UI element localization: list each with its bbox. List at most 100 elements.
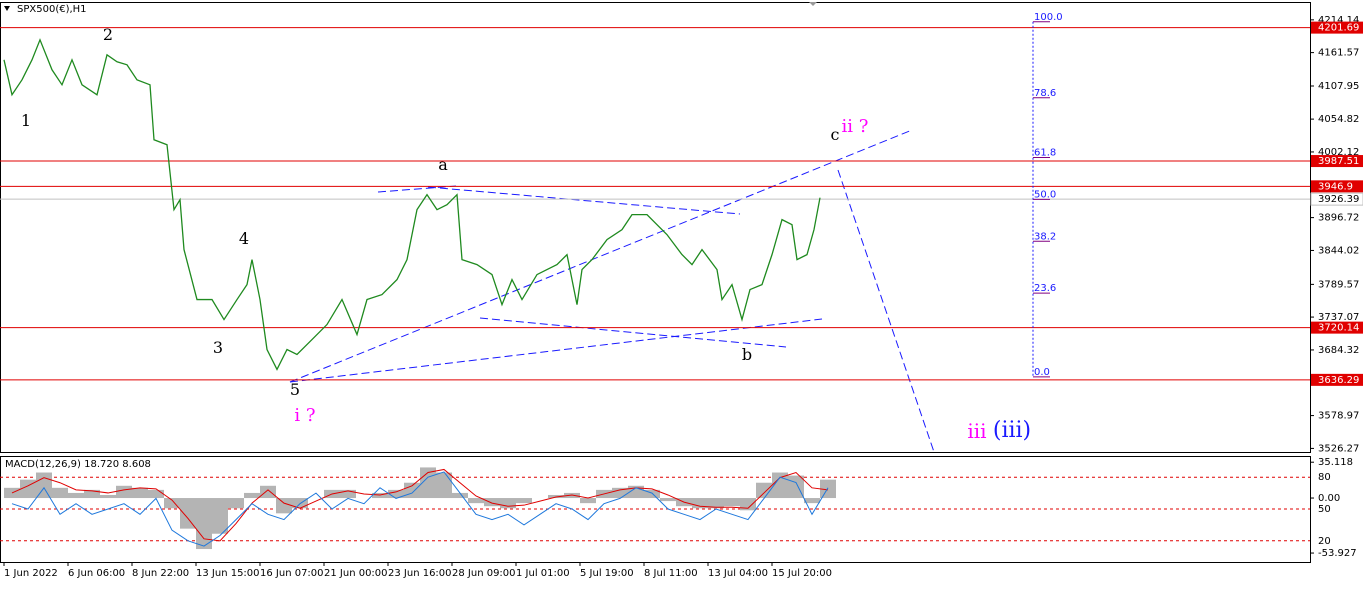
x-tick-label: 8 Jun 22:00 bbox=[132, 568, 189, 579]
wave-label: c bbox=[831, 125, 840, 144]
histogram-bar bbox=[500, 498, 516, 509]
histogram-bar bbox=[612, 487, 628, 499]
histogram-bar bbox=[740, 498, 756, 511]
histogram-bar bbox=[804, 498, 820, 504]
trend-line bbox=[479, 317, 787, 348]
price-line bbox=[3, 38, 821, 371]
x-tick-label: 21 Jun 00:00 bbox=[324, 568, 388, 579]
histogram-bar bbox=[68, 492, 84, 499]
wave-label: 2 bbox=[103, 25, 113, 44]
x-tick-label: 16 Jun 07:00 bbox=[260, 568, 324, 579]
trend-line bbox=[289, 129, 913, 383]
shift-marker bbox=[809, 2, 817, 6]
histogram-bar bbox=[692, 498, 708, 509]
histogram-bar bbox=[724, 498, 740, 507]
histogram-bar bbox=[644, 489, 660, 499]
menu-arrow[interactable] bbox=[4, 6, 10, 11]
x-tick-label: 1 Jun 2022 bbox=[4, 568, 58, 579]
x-tick-label: 1 Jul 01:00 bbox=[516, 568, 570, 579]
histogram-bar bbox=[276, 498, 292, 514]
y-tick-label: 3844.02 bbox=[1318, 245, 1359, 256]
histogram-bar bbox=[452, 492, 468, 499]
y-tick-label: 3789.57 bbox=[1318, 279, 1359, 290]
wave-label: 1 bbox=[21, 111, 31, 130]
histogram-bar bbox=[116, 485, 132, 499]
level-box bbox=[1311, 373, 1363, 386]
histogram-bar bbox=[180, 498, 196, 529]
indicator-line bbox=[11, 468, 829, 542]
fib-label: 100.0 bbox=[1034, 12, 1063, 23]
level-box bbox=[1311, 21, 1363, 34]
histogram-bar bbox=[516, 498, 532, 504]
y-tick-label: 3737.07 bbox=[1318, 312, 1359, 323]
histogram-bar bbox=[564, 492, 580, 499]
histogram-bar bbox=[548, 494, 564, 499]
histogram-bar bbox=[420, 467, 436, 499]
y-tick-label: 3896.72 bbox=[1318, 213, 1359, 224]
y-tick-label: 4161.57 bbox=[1318, 48, 1359, 59]
y-tick-label: 3684.32 bbox=[1318, 345, 1359, 356]
x-tick-label: 5 Jul 19:00 bbox=[580, 568, 634, 579]
histogram-bar bbox=[212, 498, 228, 534]
y-tick-label: 4214.14 bbox=[1318, 15, 1359, 26]
wave-label: iii bbox=[967, 419, 986, 443]
level-box bbox=[1311, 321, 1363, 334]
trend-line bbox=[289, 318, 823, 383]
histogram-bar bbox=[388, 489, 404, 499]
histogram-bar bbox=[228, 498, 244, 509]
wave-label: i ? bbox=[294, 405, 315, 426]
histogram-bar bbox=[820, 479, 836, 499]
histogram-bar bbox=[260, 485, 276, 499]
histogram-bar bbox=[100, 494, 116, 499]
wave-label: 3 bbox=[213, 338, 223, 357]
y-tick-label: 4002.12 bbox=[1318, 147, 1359, 158]
chart-title: SPX500(€),H1 bbox=[17, 4, 87, 15]
fib-label: 61.8 bbox=[1034, 147, 1056, 158]
indicator-title: MACD(12,26,9) 18.720 8.608 bbox=[5, 459, 151, 470]
indicator-line bbox=[11, 471, 829, 547]
wave-label: b bbox=[742, 345, 752, 364]
histogram-bar bbox=[756, 482, 772, 499]
histogram-bar bbox=[196, 498, 212, 550]
trend-lines bbox=[289, 129, 935, 453]
y-tick-label: 4054.82 bbox=[1318, 114, 1359, 125]
histogram-bar bbox=[436, 472, 452, 499]
histogram-bar bbox=[148, 489, 164, 499]
wave-label: 5 bbox=[290, 380, 300, 399]
level-label: 3987.51 bbox=[1318, 156, 1359, 167]
y-tick-label: -53.927 bbox=[1318, 548, 1357, 559]
histogram-bar bbox=[132, 487, 148, 499]
trend-line bbox=[377, 185, 457, 193]
level-label: 3946.9 bbox=[1318, 181, 1353, 192]
histogram-bar bbox=[340, 489, 356, 499]
histogram-bar bbox=[404, 482, 420, 499]
level-box bbox=[1311, 155, 1363, 168]
y-tick-label: 4107.95 bbox=[1318, 81, 1359, 92]
level-label: 3636.29 bbox=[1318, 375, 1359, 386]
x-tick-label: 8 Jul 11:00 bbox=[644, 568, 698, 579]
x-tick-label: 6 Jun 06:00 bbox=[68, 568, 125, 579]
histogram-bar bbox=[708, 498, 724, 509]
histogram-bar bbox=[84, 489, 100, 499]
x-tick-label: 28 Jun 09:00 bbox=[452, 568, 516, 579]
fib-label: 38.2 bbox=[1034, 231, 1056, 242]
histogram-bar bbox=[484, 498, 500, 507]
x-tick-label: 13 Jul 04:00 bbox=[708, 568, 768, 579]
level-label: 3720.14 bbox=[1318, 323, 1359, 334]
histogram-bar bbox=[244, 492, 260, 499]
y-tick-label: 0.00 bbox=[1318, 493, 1340, 504]
current-price-box bbox=[1310, 192, 1363, 206]
fib-label: 0.0 bbox=[1034, 367, 1050, 378]
histogram-bar bbox=[164, 498, 180, 509]
y2-tick-label: 20 bbox=[1318, 536, 1331, 547]
histogram-bar bbox=[36, 472, 52, 499]
y-tick-label: 3526.27 bbox=[1318, 443, 1359, 454]
x-tick-label: 23 Jun 16:00 bbox=[388, 568, 452, 579]
y2-tick-label: 80 bbox=[1318, 472, 1331, 483]
histogram-bar bbox=[372, 492, 388, 499]
level-box bbox=[1311, 180, 1363, 193]
x-tick-label: 15 Jul 20:00 bbox=[772, 568, 832, 579]
fib-label: 50.0 bbox=[1034, 189, 1056, 200]
level-label: 4201.69 bbox=[1318, 23, 1359, 34]
